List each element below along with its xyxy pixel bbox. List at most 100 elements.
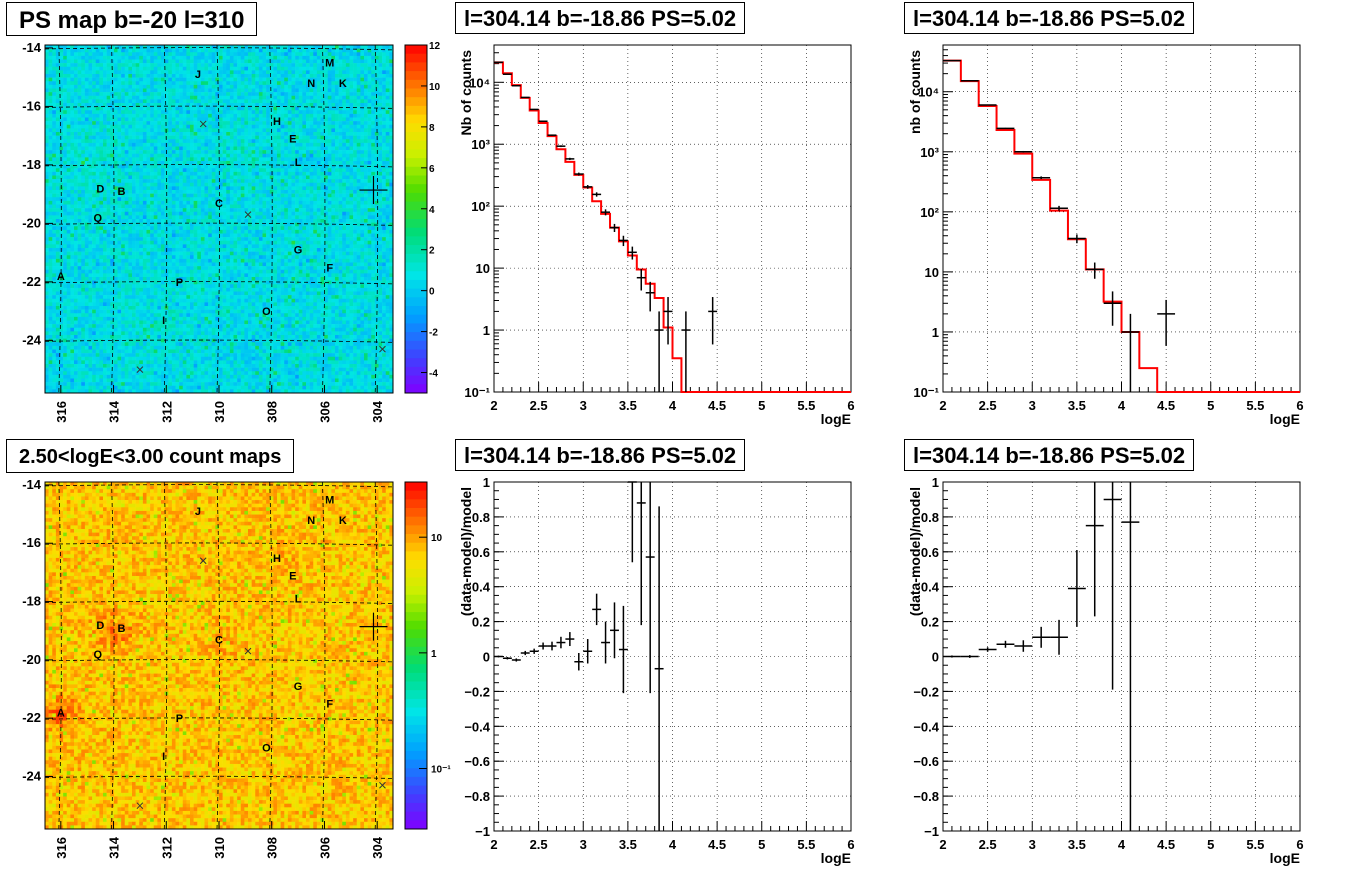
- colorbar-segment: [405, 655, 427, 665]
- y-tick-label: 1: [932, 475, 939, 490]
- x-tick-label: 2.5: [979, 837, 997, 852]
- colorbar-segment: [405, 534, 427, 544]
- residual-point: [1032, 626, 1051, 648]
- source-label-o: O: [262, 306, 271, 318]
- colorbar-segment: [405, 820, 427, 830]
- colorbar-segment: [405, 366, 427, 376]
- colorbar-segment: [405, 340, 427, 350]
- colorbar-segment: [405, 114, 427, 124]
- source-label-g: G: [294, 681, 303, 693]
- y-tick-label: 10⁻¹: [464, 385, 490, 400]
- residual-point: [601, 621, 611, 664]
- y-tick-label: −1: [475, 824, 490, 839]
- colorbar-segment: [405, 785, 427, 795]
- x-tick-label: 4: [1118, 837, 1126, 852]
- selected-position-marker: [359, 176, 388, 205]
- colorbar-segment: [405, 482, 427, 492]
- data-point: [645, 281, 655, 312]
- residual-point: [1103, 482, 1122, 690]
- x-tick-label: 5: [758, 837, 765, 852]
- spectrum-coarse-panel: 2 2.5 3 3.5 4 4.5 5 5.5 6 10⁻¹ 1 10 10² 10³ 10⁴ logE nb …: [898, 0, 1348, 435]
- colorbar-segment: [405, 271, 427, 281]
- residual-point: [610, 602, 619, 659]
- data-point: [1085, 262, 1104, 279]
- data-point: [978, 104, 997, 106]
- x-tick-label: 2.5: [530, 398, 548, 413]
- colorbar-tick-label: 1: [431, 649, 437, 660]
- colorbar-tick-label: 8: [429, 123, 435, 134]
- x-tick-label: 5: [1207, 398, 1214, 413]
- source-label-e: E: [289, 570, 296, 582]
- ps-map-cells: [45, 45, 394, 394]
- spectrum-fine-panel: 2 2.5 3 3.5 4 4.5 5 5.5 6 10⁻¹ 1 10 10² 10³ 10⁴ logE Nb …: [449, 0, 898, 435]
- residual-point: [547, 641, 557, 651]
- x-tick-label: 5.5: [797, 837, 815, 852]
- colorbar-segment: [405, 516, 427, 526]
- plot-frame: [942, 44, 1301, 393]
- y-tick-label: −0.4: [913, 719, 939, 734]
- graticule-line: [163, 481, 168, 830]
- x-tick-label: 4: [669, 398, 677, 413]
- ps-map-colorbar: [405, 45, 427, 394]
- x-tick-label: 4.5: [708, 837, 726, 852]
- graticule-line: [44, 339, 394, 343]
- x-tick-label: 308: [265, 401, 280, 423]
- x-tick-label: 3: [580, 837, 587, 852]
- y-tick-label: -14: [22, 40, 42, 55]
- colorbar-segment: [405, 577, 427, 587]
- y-tick-label: -16: [22, 98, 41, 113]
- count-map-graticule: [44, 481, 394, 830]
- source-label-b: B: [117, 623, 125, 635]
- y-tick-label: −0.6: [913, 754, 939, 769]
- source-label-c: C: [215, 198, 223, 210]
- colorbar-segment: [405, 288, 427, 298]
- residual-point: [978, 647, 997, 652]
- source-label-l: L: [295, 594, 302, 606]
- spectrum-coarse-plot: 2 2.5 3 3.5 4 4.5 5 5.5 6 10⁻¹ 1 10 10² 10³ 10⁴ logE nb …: [907, 44, 1304, 427]
- colorbar-segment: [405, 594, 427, 604]
- colorbar-segment: [405, 681, 427, 691]
- graticule-line: [44, 281, 394, 285]
- colorbar-segment: [405, 690, 427, 700]
- residual-point: [529, 648, 539, 654]
- colorbar-segment: [405, 542, 427, 552]
- plot-frame: [493, 481, 852, 832]
- y-tick-label: 0.6: [472, 545, 490, 560]
- y-tick-label: −0.8: [913, 789, 939, 804]
- residual-point: [627, 481, 637, 563]
- data-point: [520, 96, 530, 99]
- y-tick-label: 0.4: [921, 580, 940, 595]
- y-tick-label: 0.4: [472, 580, 491, 595]
- graticule-line: [44, 600, 394, 604]
- graticule-line: [44, 484, 394, 488]
- data-point: [996, 127, 1015, 130]
- x-tick-label: 304: [370, 400, 385, 422]
- source-label-f: F: [326, 699, 333, 711]
- colorbar-segment: [405, 560, 427, 570]
- source-label-d: D: [96, 620, 104, 632]
- source-label-k: K: [339, 515, 347, 527]
- x-tick-label: 6: [1296, 837, 1303, 852]
- source-label-d: D: [96, 183, 104, 195]
- data-point: [529, 108, 539, 111]
- ps-map-panel: 316 314 312 310 308 306 304 -14 -16 -18 -20 -22 -24 M…: [0, 0, 441, 435]
- residual-point: [636, 482, 646, 626]
- colorbar-segment: [405, 166, 427, 176]
- y-tick-label: 10²: [920, 205, 939, 220]
- source-label-c: C: [215, 634, 223, 646]
- source-label-e: E: [289, 134, 296, 146]
- data-point: [1050, 205, 1068, 211]
- graticule-line: [269, 481, 273, 830]
- colorbar-segment: [405, 279, 427, 289]
- x-tick-label: 3.5: [1068, 837, 1086, 852]
- data-point: [627, 246, 637, 260]
- plot-frame: [942, 481, 1301, 832]
- colorbar-segment: [405, 490, 427, 500]
- residual-point: [960, 655, 979, 658]
- count-map-plot: 316 314 312 310 308 306 304 -14 -16 -18 -20 -22 -24 M…: [22, 477, 451, 859]
- y-axis-label: nb of counts: [907, 50, 923, 134]
- ps-map-plot: 316 314 312 310 308 306 304-14-16-18-20-22-24M…: [22, 40, 440, 423]
- source-label-i: I: [162, 315, 165, 327]
- colorbar-tick-label: 10: [431, 533, 443, 544]
- colorbar-segment: [405, 750, 427, 761]
